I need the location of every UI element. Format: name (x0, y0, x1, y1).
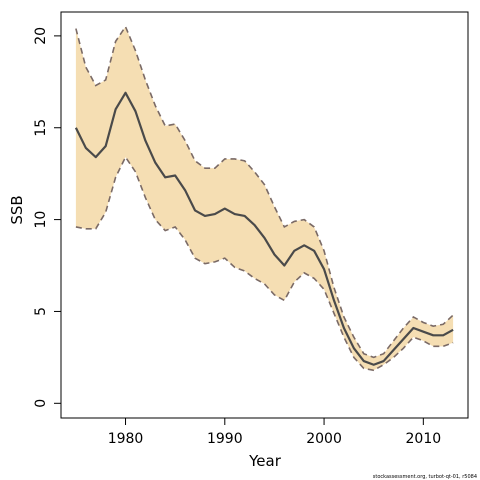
x-tick-label: 2000 (306, 431, 342, 447)
y-tick-label: 5 (33, 307, 49, 316)
confidence-band-area (75, 26, 454, 371)
y-axis-title: SSB (8, 195, 26, 224)
y-tick-label: 10 (33, 211, 49, 229)
confidence-band (75, 25, 454, 372)
y-axis: 0 5 10 15 20 (33, 27, 61, 408)
lower-bound-line (75, 155, 454, 372)
ssb-line (74, 91, 454, 366)
x-axis: 1980 1990 2000 2010 (108, 418, 441, 447)
upper-bound-line (75, 25, 454, 359)
x-axis-title: Year (248, 452, 282, 470)
y-tick-label: 15 (33, 119, 49, 137)
x-tick-label: 2010 (406, 431, 442, 447)
credit-text: stockassessment.org, turbot-qt-01, r5084 (373, 474, 477, 480)
plot-frame (60, 11, 469, 419)
ssb-series (74, 91, 454, 366)
y-tick-label: 20 (33, 27, 49, 45)
x-tick-label: 1990 (207, 431, 243, 447)
x-tick-label: 1980 (108, 431, 144, 447)
y-tick-label: 0 (33, 399, 49, 408)
